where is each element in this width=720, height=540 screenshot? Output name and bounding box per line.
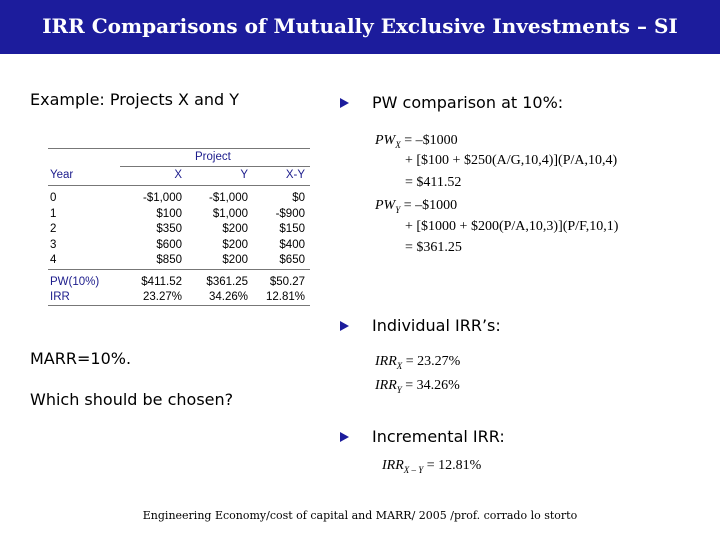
table-cell: Y bbox=[240, 169, 248, 181]
eq-rhs: = 23.27% bbox=[405, 354, 461, 369]
table-cell: $100 bbox=[156, 207, 182, 220]
table-cell: $411.52 bbox=[141, 276, 182, 288]
table-rule bbox=[48, 148, 310, 149]
eq-var: PW bbox=[375, 198, 396, 213]
eq-sub: X bbox=[395, 139, 401, 150]
equation: PWY = –$1000 bbox=[375, 198, 457, 215]
bullet-text: Individual IRR’s: bbox=[372, 316, 501, 335]
table-cell: $200 bbox=[222, 238, 248, 251]
table-cell: $600 bbox=[156, 238, 182, 251]
table-cell: 2 bbox=[50, 223, 57, 235]
bullet-text: PW comparison at 10%: bbox=[372, 93, 564, 112]
table-cell: $400 bbox=[279, 238, 305, 251]
table-cell: 0 bbox=[50, 192, 57, 204]
equation: = $361.25 bbox=[405, 240, 462, 256]
eq-rhs: + [$100 + $250(A/G,10,4)](P/A,10,4) bbox=[405, 153, 618, 168]
bullet-marker bbox=[340, 98, 349, 108]
table-cell: $350 bbox=[156, 223, 182, 235]
equation: + [$100 + $250(A/G,10,4)](P/A,10,4) bbox=[405, 153, 617, 169]
eq-sub: Y bbox=[395, 204, 401, 215]
table-cell: 4 bbox=[50, 254, 57, 266]
table-cell: PW(10%) bbox=[50, 276, 100, 288]
eq-var: IRR bbox=[375, 378, 397, 393]
table-cell: $200 bbox=[222, 254, 248, 266]
equation: + [$1000 + $200(P/A,10,3)](P/F,10,1) bbox=[405, 219, 618, 235]
table-cell: X-Y bbox=[285, 169, 305, 181]
table-rule bbox=[48, 269, 310, 270]
table-cell: X bbox=[174, 169, 182, 181]
table-cell: 1 bbox=[50, 207, 57, 220]
bullet-text: Incremental IRR: bbox=[372, 427, 505, 446]
table-rule bbox=[48, 185, 310, 186]
equation: PWX = –$1000 bbox=[375, 133, 458, 150]
eq-var: IRR bbox=[375, 354, 397, 369]
eq-sub: X bbox=[396, 360, 403, 371]
eq-rhs: = –$1000 bbox=[404, 133, 458, 148]
footer: Engineering Economy/cost of capital and … bbox=[142, 509, 578, 522]
table-cell: $50.27 bbox=[269, 276, 305, 288]
table-cell: $200 bbox=[222, 223, 248, 235]
equation: = $411.52 bbox=[405, 175, 461, 191]
eq-rhs: = 34.26% bbox=[405, 378, 460, 393]
table-cell: IRR bbox=[50, 291, 70, 303]
table-cell: -$900 bbox=[275, 207, 305, 220]
eq-rhs: + [$1000 + $200(P/A,10,3)](P/F,10,1) bbox=[405, 219, 619, 234]
equation: IRRX – Y = 12.81% bbox=[382, 458, 481, 475]
eq-sub: X – Y bbox=[403, 464, 424, 475]
equation: IRRX = 23.27% bbox=[375, 354, 460, 371]
equation: IRRY = 34.26% bbox=[375, 378, 460, 395]
eq-var: PW bbox=[375, 133, 396, 148]
eq-sub: Y bbox=[396, 384, 402, 395]
table-cell: -$1,000 bbox=[208, 192, 248, 204]
table-cell: $0 bbox=[292, 192, 305, 204]
eq-rhs: = $361.25 bbox=[405, 240, 462, 255]
question-text: Which should be chosen? bbox=[30, 390, 234, 409]
table-cell: $650 bbox=[279, 254, 305, 266]
table-cell: $1,000 bbox=[212, 207, 248, 220]
bullet-marker bbox=[340, 321, 349, 331]
example-text: Example: Projects X and Y bbox=[30, 90, 240, 109]
eq-rhs: = 12.81% bbox=[426, 458, 482, 473]
slide-title: IRR Comparisons of Mutually Exclusive In… bbox=[42, 14, 678, 38]
table-cell: $361.25 bbox=[206, 276, 248, 288]
table-cell: Year bbox=[50, 169, 74, 181]
table-cell: -$1,000 bbox=[142, 192, 182, 204]
table-cell: 3 bbox=[50, 238, 57, 251]
table-cell: 12.81% bbox=[265, 291, 305, 303]
eq-rhs: = –$1000 bbox=[403, 198, 458, 213]
table-cell: $850 bbox=[156, 254, 182, 266]
title-bar bbox=[0, 0, 720, 54]
table-cell: 34.26% bbox=[208, 291, 248, 303]
table-rule bbox=[120, 166, 310, 167]
table-rule bbox=[48, 305, 310, 306]
table-cell: 23.27% bbox=[142, 291, 182, 303]
marr-text: MARR=10%. bbox=[30, 349, 132, 368]
table-cell: $150 bbox=[279, 223, 305, 235]
table-group-header: Project bbox=[195, 151, 231, 163]
eq-var: IRR bbox=[382, 458, 404, 473]
bullet-marker bbox=[340, 432, 349, 442]
eq-rhs: = $411.52 bbox=[405, 175, 462, 190]
